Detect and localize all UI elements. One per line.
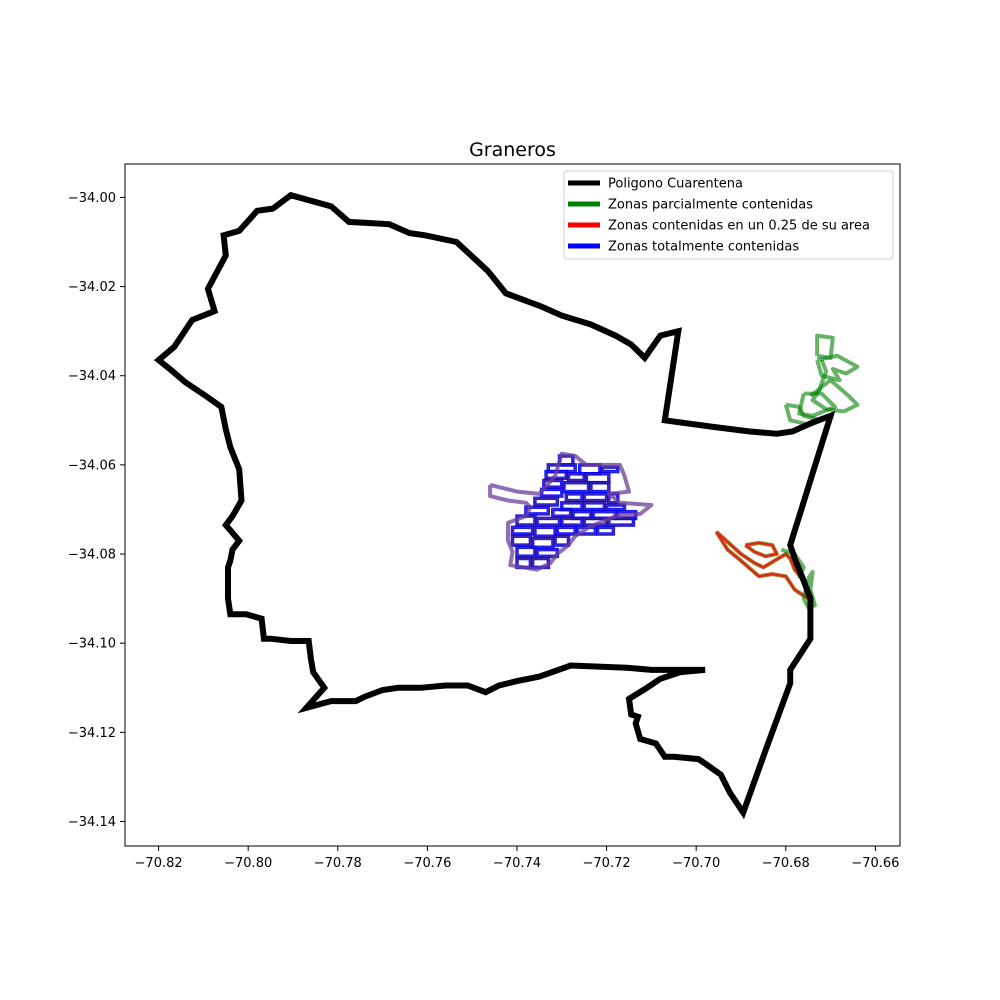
x-tick-label: −70.82: [135, 856, 183, 871]
zona-totalmente-block-overlay: [590, 481, 610, 493]
zona-totalmente-block: [510, 525, 535, 536]
zona-totalmente-block-overlay: [583, 502, 606, 511]
x-tick-label: −70.68: [762, 856, 810, 871]
zona-totalmente-block-overlay: [567, 473, 585, 482]
zona-totalmente-block: [566, 472, 586, 483]
zona-totalmente-block: [533, 525, 557, 538]
layer-parcialmente: [780, 333, 860, 610]
zona-totalmente-block-overlay: [605, 504, 626, 511]
zona-totalmente-block: [582, 501, 607, 512]
zona-totalmente-block-overlay: [531, 537, 554, 549]
legend-label: Poligono Cuarentena: [608, 177, 743, 192]
zona-totalmente-block: [564, 492, 584, 503]
zona-totalmente-block: [535, 516, 562, 527]
zona-totalmente-block: [589, 480, 611, 494]
zona-totalmente-block-overlay: [561, 517, 583, 526]
zona-totalmente-block: [555, 525, 577, 536]
zona-totalmente-block-overlay: [601, 466, 619, 473]
x-axis: −70.82 −70.80 −70.78 −70.76 −70.74 −70.72 −70.…: [135, 846, 899, 871]
y-tick-label: −34.10: [68, 637, 116, 652]
y-tick-label: −34.06: [68, 458, 116, 473]
x-tick-label: −70.66: [851, 856, 899, 871]
zona-totalmente-block: [607, 516, 636, 527]
zona-totalmente-block-overlay: [583, 493, 608, 502]
zona-totalmente-outline: [488, 451, 654, 572]
x-tick-label: −70.74: [493, 856, 541, 871]
zona-totalmente-block: [530, 536, 555, 550]
zona-totalmente-block: [524, 505, 551, 516]
legend-box: [563, 170, 894, 260]
legend-label: Zonas contenidas en un 0.25 de su area: [608, 219, 870, 234]
zona-parcial-ring: [809, 359, 829, 398]
zona-totalmente-block-overlay: [534, 497, 559, 506]
zona-totalmente-block: [515, 545, 537, 558]
y-tick-label: −34.04: [68, 369, 116, 384]
x-tick-label: −70.78: [314, 856, 362, 871]
zona-totalmente-block: [560, 516, 584, 527]
zona-totalmente-block-overlay: [511, 535, 532, 546]
legend-label: Zonas parcialmente contenidas: [608, 198, 813, 213]
y-tick-label: −34.08: [68, 548, 116, 563]
poligono-cuarentena: [153, 191, 836, 820]
zona-totalmente-block: [553, 534, 571, 547]
zona-totalmente-block-overlay: [556, 526, 576, 535]
y-tick-label: −34.12: [68, 726, 116, 741]
x-tick-label: −70.72: [583, 856, 631, 871]
zona-totalmente-block-overlay: [608, 517, 635, 526]
zona-totalmente-block-overlay: [516, 546, 536, 557]
zona-totalmente-block-overlay: [534, 526, 556, 537]
x-tick-label: −70.70: [672, 856, 720, 871]
y-tick-label: −34.02: [68, 280, 116, 295]
zona-totalmente-block-overlay: [511, 526, 534, 535]
zona-totalmente-block: [604, 503, 627, 512]
zona-totalmente-block-overlay: [563, 481, 590, 493]
layer-cuarentena: [153, 191, 836, 820]
zona-totalmente-block-overlay: [536, 517, 561, 526]
zona-parcial-ring: [801, 569, 817, 610]
plot-area: [124, 163, 901, 847]
legend: Poligono Cuarentena Zonas parcialmente co…: [563, 170, 894, 260]
zona-totalmente-block: [551, 507, 573, 518]
y-tick-label: −34.00: [68, 191, 116, 206]
x-tick-label: −70.80: [224, 856, 272, 871]
zona-totalmente-block-overlay: [552, 508, 572, 517]
y-axis: −34.00 −34.02 −34.04 −34.06 −34.08 −34.10 −34.…: [68, 191, 125, 830]
zona-totalmente-block: [582, 492, 609, 503]
zona-025-ring: [744, 541, 778, 558]
zona-totalmente-block: [595, 525, 616, 536]
zona-totalmente-block-overlay: [525, 506, 550, 515]
legend-label: Zonas totalmente contenidas: [608, 240, 799, 255]
zona-totalmente-block: [562, 480, 591, 494]
zona-totalmente-block: [533, 496, 560, 507]
axes-frame: [124, 163, 901, 847]
zona-totalmente-block-overlay: [596, 526, 615, 535]
chart-title: Graneros: [469, 139, 556, 161]
zona-totalmente-block: [510, 534, 533, 547]
layer-totalmente: [488, 451, 654, 572]
zona-totalmente-block-overlay: [565, 493, 583, 502]
y-tick-label: −34.14: [68, 815, 116, 830]
zona-totalmente-block-overlay: [554, 535, 570, 546]
x-tick-label: −70.76: [403, 856, 451, 871]
zona-totalmente-block: [600, 465, 620, 474]
